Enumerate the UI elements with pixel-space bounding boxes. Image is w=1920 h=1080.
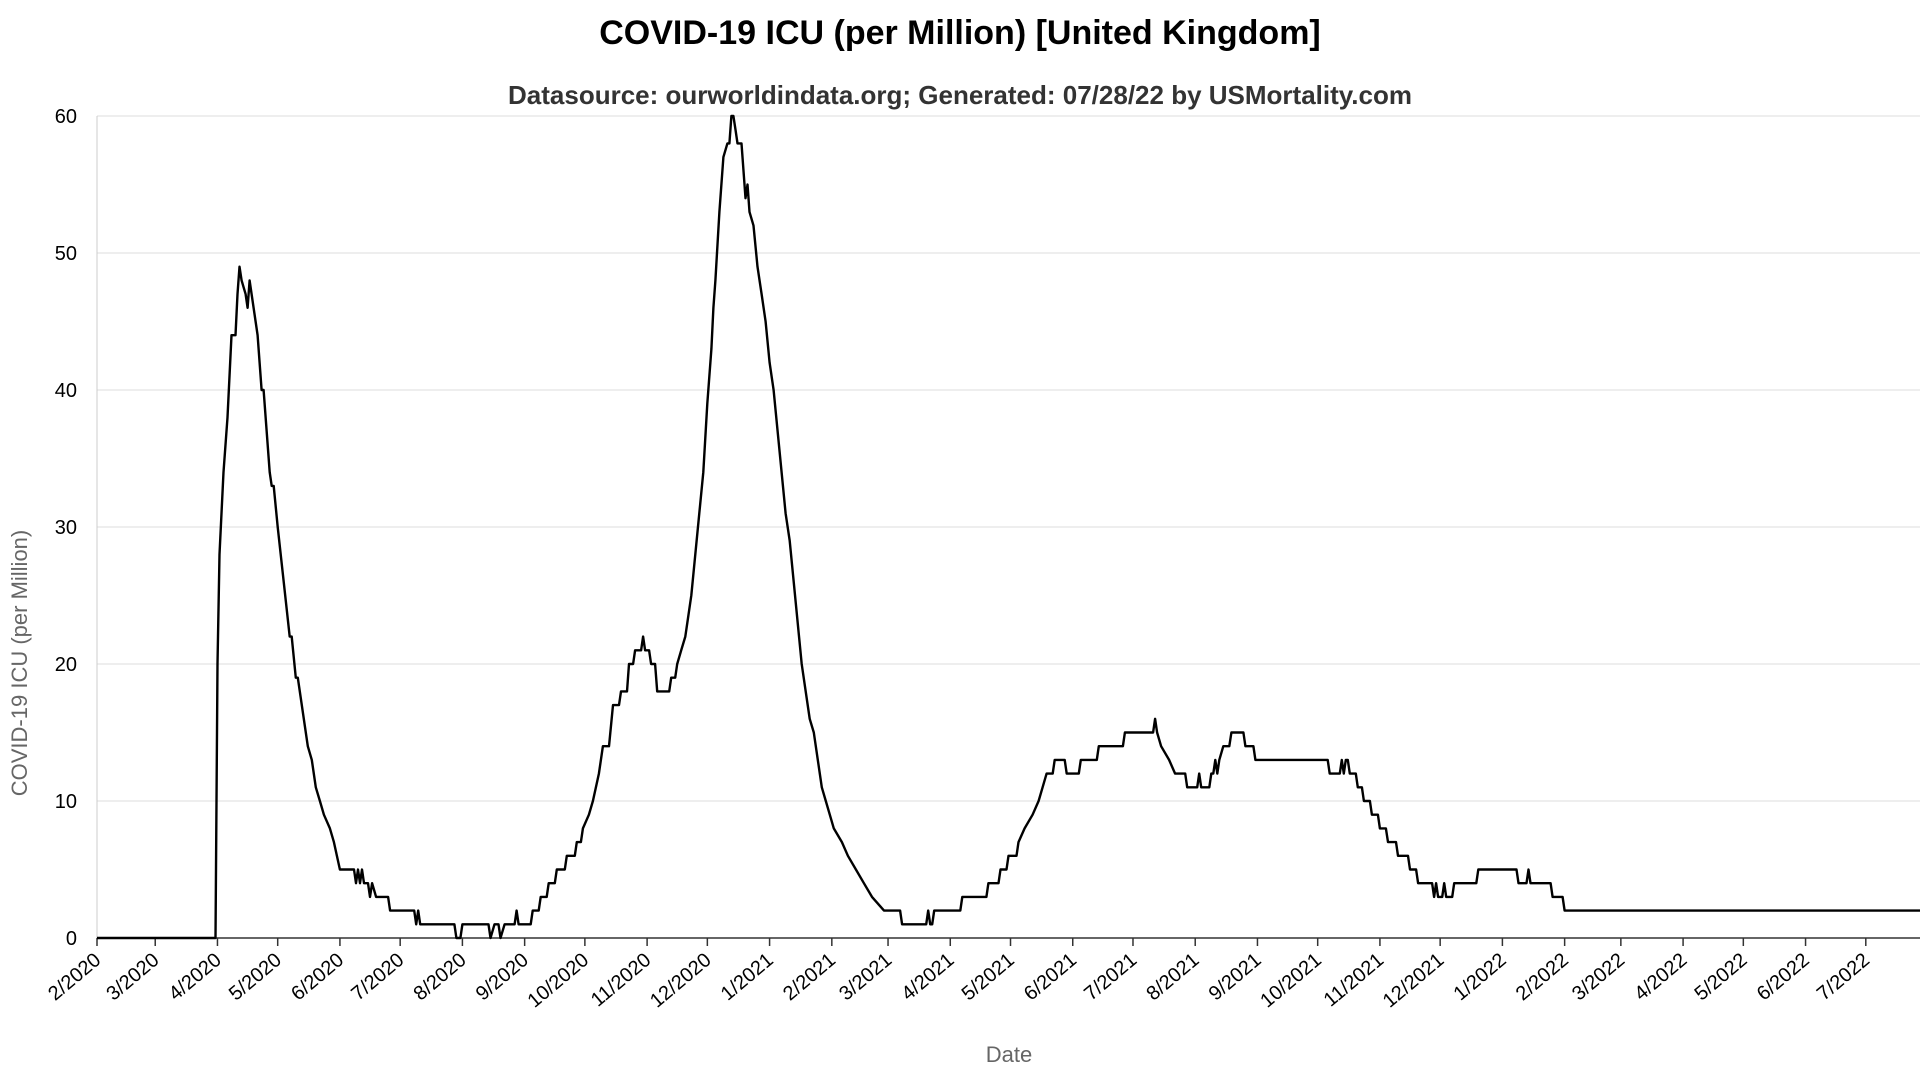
x-tick-label: 12/2021 [1379, 949, 1449, 1012]
x-tick-label: 5/2021 [958, 949, 1019, 1005]
x-tick-label: 3/2020 [102, 949, 163, 1005]
x-tick-label: 10/2021 [1256, 949, 1326, 1012]
x-tick-label: 2/2021 [779, 949, 840, 1005]
x-tick-label: 11/2021 [1320, 949, 1388, 1011]
y-tick-label: 40 [55, 380, 77, 402]
y-tick-label: 0 [66, 928, 77, 950]
y-axis-title: COVID-19 ICU (per Million) [7, 530, 32, 797]
x-tick-label: 6/2022 [1753, 949, 1814, 1005]
x-tick-label: 7/2022 [1813, 949, 1874, 1005]
y-tick-label: 10 [55, 791, 77, 813]
y-tick-label: 20 [55, 654, 77, 676]
y-tick-label: 30 [55, 517, 77, 539]
x-tick-label: 6/2021 [1020, 949, 1081, 1005]
series-layer [97, 114, 1920, 940]
y-tick-label: 50 [55, 243, 77, 265]
x-tick-label: 4/2021 [897, 949, 958, 1005]
x-tick-label: 7/2021 [1080, 949, 1141, 1005]
x-tick-label: 8/2021 [1142, 949, 1203, 1005]
x-tick-label: 6/2020 [287, 949, 348, 1005]
x-tick-label: 11/2020 [587, 949, 655, 1011]
x-tick-label: 4/2020 [165, 949, 226, 1005]
x-tick-label: 8/2020 [410, 949, 471, 1005]
x-tick-label: 5/2020 [225, 949, 286, 1005]
x-tick-label: 12/2020 [646, 949, 716, 1012]
x-tick-label: 1/2022 [1450, 949, 1511, 1005]
x-tick-label: 10/2020 [524, 949, 594, 1012]
x-tick-label: 2/2020 [44, 949, 105, 1005]
series-line [97, 114, 1920, 940]
x-tick-label: 3/2021 [835, 949, 896, 1005]
chart-subtitle: Datasource: ourworldindata.org; Generate… [508, 80, 1412, 110]
x-tick-label: 1/2021 [717, 949, 778, 1005]
gridlines [97, 115, 1920, 939]
x-tick-label: 4/2022 [1630, 949, 1691, 1005]
x-tick-label: 3/2022 [1568, 949, 1629, 1005]
x-tick-label: 2/2022 [1512, 949, 1573, 1005]
x-axis-title: Date [986, 1042, 1032, 1067]
x-tick-label: 5/2022 [1691, 949, 1752, 1005]
chart-title: COVID-19 ICU (per Million) [United Kingd… [599, 14, 1321, 52]
x-tick-label: 7/2020 [347, 949, 408, 1005]
y-tick-label: 60 [55, 106, 77, 128]
